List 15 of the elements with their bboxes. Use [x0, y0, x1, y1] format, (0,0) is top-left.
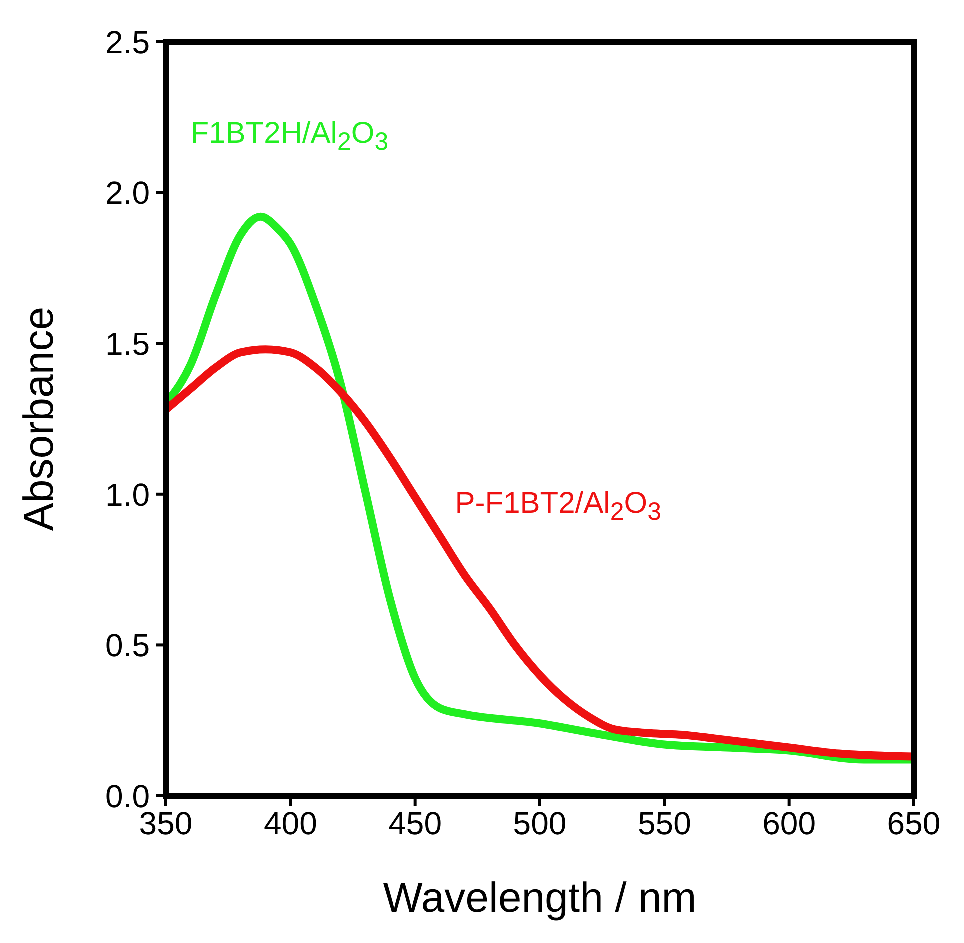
y-tick-label: 2.5	[106, 24, 150, 60]
x-tick-label: 600	[762, 806, 816, 842]
y-axis-title: Absorbance	[14, 306, 62, 532]
x-tick-label: 650	[887, 806, 941, 842]
y-tick-label: 1.5	[106, 326, 150, 362]
x-axis-title: Wavelength / nm	[383, 874, 697, 921]
x-tick-label: 500	[513, 806, 567, 842]
x-tick-label: 450	[388, 806, 442, 842]
y-tick-label: 2.0	[106, 175, 150, 212]
y-tick-label: 1.0	[106, 476, 150, 513]
series-label: P-F1BT2/Al$_{2}$O$_{3}$	[455, 486, 662, 527]
y-tick-label: 0.5	[106, 628, 150, 664]
x-tick-label: 400	[264, 806, 318, 842]
x-tick-label: 550	[638, 806, 692, 842]
text: F1BT2H/Al$_{2}$O$_{3}$	[190, 116, 389, 157]
